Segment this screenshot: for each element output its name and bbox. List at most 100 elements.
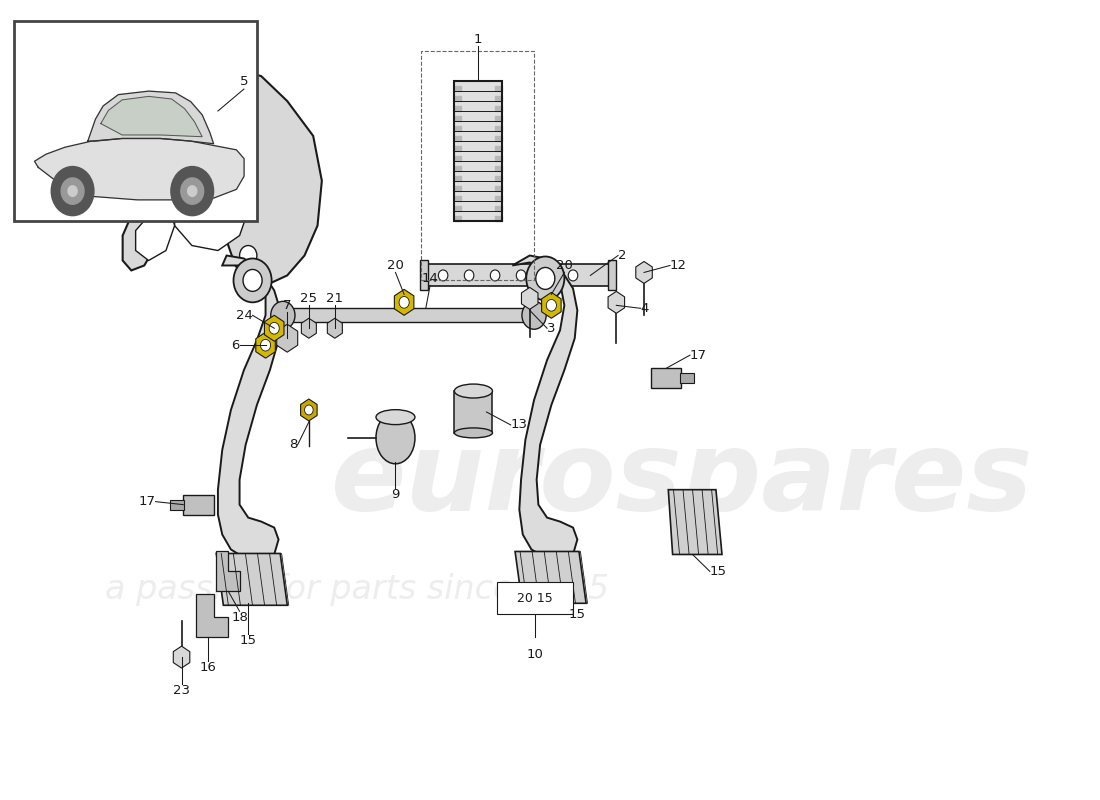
Bar <box>495 146 502 151</box>
Bar <box>454 116 461 121</box>
Text: 8: 8 <box>289 438 298 451</box>
Text: 12: 12 <box>670 259 688 272</box>
Ellipse shape <box>376 410 415 425</box>
Circle shape <box>464 270 474 281</box>
Text: a passion for parts since 1985: a passion for parts since 1985 <box>106 573 609 606</box>
Circle shape <box>399 297 409 308</box>
Circle shape <box>547 299 557 311</box>
Polygon shape <box>196 594 229 637</box>
Polygon shape <box>328 318 342 338</box>
Polygon shape <box>515 551 586 603</box>
Text: 10: 10 <box>527 648 543 661</box>
Circle shape <box>536 267 554 290</box>
Circle shape <box>305 405 314 415</box>
Text: 21: 21 <box>327 292 343 306</box>
Text: 18: 18 <box>231 611 248 624</box>
Circle shape <box>521 302 547 330</box>
Polygon shape <box>395 290 414 315</box>
Text: 17: 17 <box>139 495 155 508</box>
Ellipse shape <box>454 428 493 438</box>
Text: 16: 16 <box>199 661 216 674</box>
Text: 15: 15 <box>240 634 256 647</box>
Polygon shape <box>521 287 538 310</box>
Polygon shape <box>184 494 213 514</box>
Circle shape <box>180 178 204 204</box>
Polygon shape <box>101 96 202 137</box>
Text: 3: 3 <box>547 322 556 334</box>
Polygon shape <box>34 138 244 200</box>
Circle shape <box>526 257 564 300</box>
Text: 1: 1 <box>473 34 482 46</box>
Bar <box>495 86 502 91</box>
Text: 13: 13 <box>510 418 528 431</box>
Bar <box>495 96 502 101</box>
Polygon shape <box>174 646 190 668</box>
Circle shape <box>62 178 84 204</box>
Circle shape <box>542 270 552 281</box>
Bar <box>421 51 534 281</box>
Bar <box>495 186 502 190</box>
Bar <box>454 106 461 111</box>
Bar <box>454 81 502 221</box>
Bar <box>495 206 502 210</box>
Circle shape <box>52 166 94 216</box>
Bar <box>495 216 502 221</box>
Bar <box>495 116 502 121</box>
Circle shape <box>240 246 257 266</box>
Bar <box>681 373 694 383</box>
Polygon shape <box>300 399 317 421</box>
Bar <box>420 261 428 290</box>
Circle shape <box>438 270 448 281</box>
Text: 23: 23 <box>173 684 190 697</box>
Circle shape <box>68 186 77 196</box>
Text: 4: 4 <box>640 302 649 315</box>
Circle shape <box>233 258 272 302</box>
Bar <box>454 196 461 201</box>
Bar <box>454 391 493 433</box>
Polygon shape <box>217 551 240 591</box>
Text: 6: 6 <box>231 338 240 352</box>
Bar <box>454 146 461 151</box>
Bar <box>454 186 461 190</box>
Bar <box>454 81 502 221</box>
Polygon shape <box>669 490 722 554</box>
Text: 9: 9 <box>392 488 399 501</box>
Text: 2: 2 <box>618 249 627 262</box>
Bar <box>495 106 502 111</box>
Polygon shape <box>651 368 681 388</box>
Bar <box>454 206 461 210</box>
Bar <box>454 216 461 221</box>
Text: 7: 7 <box>283 299 292 312</box>
Bar <box>454 176 461 181</box>
Polygon shape <box>88 91 213 144</box>
Bar <box>454 166 461 170</box>
Bar <box>607 261 616 290</box>
Text: 24: 24 <box>235 309 253 322</box>
Polygon shape <box>256 332 275 358</box>
Bar <box>497 582 573 614</box>
Circle shape <box>261 339 271 351</box>
Bar <box>14 22 257 221</box>
Bar <box>283 308 534 322</box>
Polygon shape <box>277 324 298 352</box>
Text: 15: 15 <box>710 565 727 578</box>
Text: 17: 17 <box>690 349 707 362</box>
Bar <box>454 86 461 91</box>
Polygon shape <box>608 291 625 314</box>
Polygon shape <box>122 66 322 286</box>
Bar <box>495 176 502 181</box>
Polygon shape <box>135 210 175 261</box>
Bar <box>495 156 502 161</box>
Bar <box>495 196 502 201</box>
Circle shape <box>185 118 217 154</box>
Polygon shape <box>513 255 578 559</box>
Text: eurospares: eurospares <box>330 426 1033 534</box>
Bar <box>454 136 461 141</box>
Text: 14: 14 <box>421 272 439 286</box>
Circle shape <box>243 270 262 291</box>
Ellipse shape <box>454 384 493 398</box>
Circle shape <box>170 166 213 216</box>
Bar <box>495 126 502 131</box>
Bar <box>454 126 461 131</box>
Ellipse shape <box>376 412 415 464</box>
